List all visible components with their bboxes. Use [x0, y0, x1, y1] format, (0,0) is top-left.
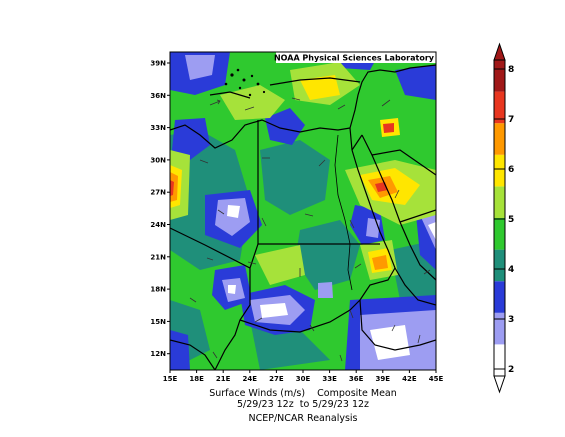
- lat-label: 21N: [150, 253, 166, 261]
- land-borders: [170, 64, 436, 370]
- lon-label: 15E: [163, 375, 178, 383]
- colorbar-swatch: [494, 60, 505, 92]
- colorbar-swatch: [494, 154, 505, 187]
- lat-label: 24N: [150, 221, 166, 229]
- caption-line-2: 5/29/23 12z to 5/29/23 12z: [236, 399, 370, 410]
- colorbar-label: 6: [508, 165, 514, 175]
- colorbar: 2 3 4 5 6 7 8: [493, 42, 514, 394]
- lon-label: 36E: [349, 375, 364, 383]
- colorbar-swatch: [494, 123, 505, 155]
- latitude-axis: 39N 36N 33N 30N 27N 24N 21N 18N 15N 12N: [150, 60, 170, 358]
- lon-label: 42E: [402, 375, 417, 383]
- longitude-axis: 15E 18E 21E 24E 27E 30E 33E 36E 39E 42E 45E: [163, 370, 444, 383]
- lon-label: 33E: [322, 375, 337, 383]
- colorbar-label: 2: [508, 365, 514, 375]
- colorbar-bottom-arrow: [493, 375, 506, 394]
- colorbar-label: 4: [508, 265, 514, 275]
- lat-label: 12N: [150, 350, 166, 358]
- lon-label: 39E: [376, 375, 391, 383]
- colorbar-label: 5: [508, 215, 514, 225]
- lat-label: 30N: [150, 156, 166, 164]
- map-panel: [170, 52, 436, 370]
- colorbar-swatch: [494, 91, 505, 124]
- map-credit: NOAA Physical Sciences Laboratory: [274, 54, 435, 63]
- wind-speed-contours: [170, 52, 436, 370]
- colorbar-swatch: [494, 344, 505, 376]
- aegean-islands: [224, 68, 266, 97]
- colorbar-top-arrow: [493, 42, 506, 61]
- colorbar-swatch: [494, 312, 505, 345]
- colorbar-frame: [493, 59, 506, 377]
- colorbar-label: 8: [508, 65, 514, 75]
- lat-label: 27N: [150, 189, 166, 197]
- lon-label: 45E: [429, 375, 444, 383]
- caption-line-3: NCEP/NCAR Reanalysis: [248, 413, 358, 424]
- colorbar-label: 3: [508, 315, 514, 325]
- wind-vectors: [189, 97, 431, 362]
- lon-label: 18E: [189, 375, 204, 383]
- colorbar-swatch: [494, 218, 505, 250]
- colorbar-swatch: [494, 186, 505, 218]
- lon-label: 27E: [269, 375, 284, 383]
- lat-label: 18N: [150, 286, 166, 294]
- lat-label: 39N: [150, 60, 166, 68]
- colorbar-label: 7: [508, 115, 514, 125]
- colorbar-swatch: [494, 249, 505, 282]
- lat-label: 36N: [150, 92, 166, 100]
- colorbar-swatch: [494, 281, 505, 313]
- caption-line-1: Surface Winds (m/s) Composite Mean: [209, 388, 397, 399]
- lat-label: 15N: [150, 318, 166, 326]
- lon-label: 30E: [296, 375, 311, 383]
- lon-label: 21E: [216, 375, 231, 383]
- lat-label: 33N: [150, 124, 166, 132]
- lon-label: 24E: [243, 375, 258, 383]
- credit-banner-bg: [276, 52, 436, 63]
